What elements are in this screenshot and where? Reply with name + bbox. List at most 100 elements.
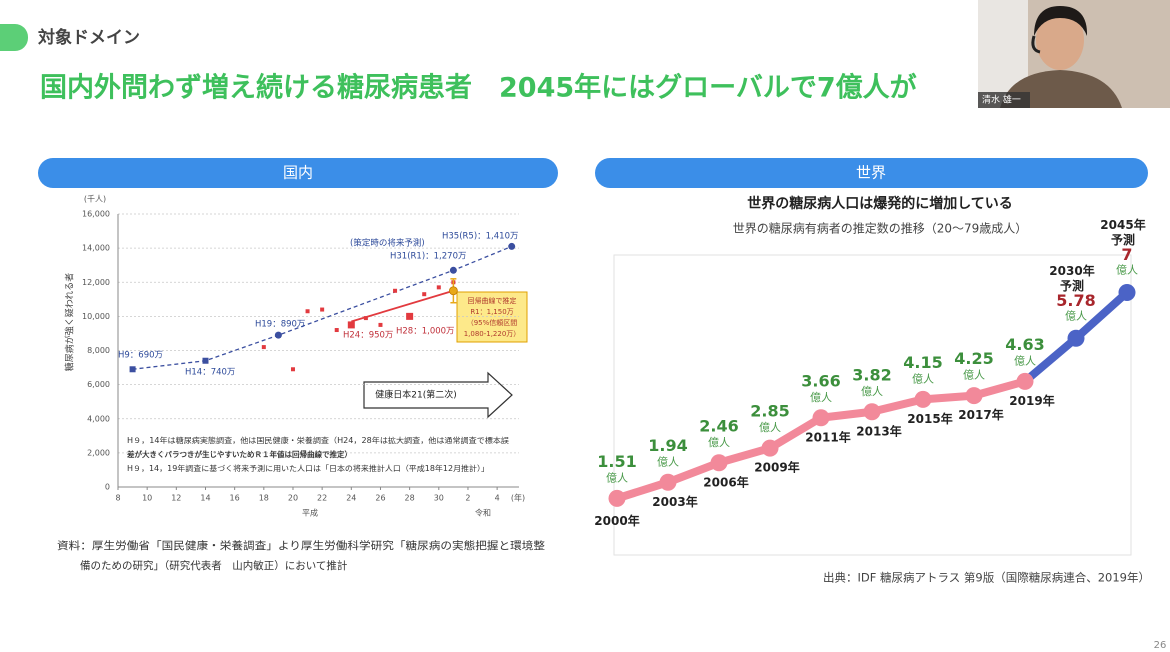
slide-title: 国内外問わず増え続ける糖尿病患者 2045年にはグローバルで7億人が xyxy=(40,72,917,104)
y-tick-label: 14,000 xyxy=(82,244,110,253)
value-label: 4.25 xyxy=(954,349,993,368)
x-tick-note: 予測 xyxy=(1060,278,1084,293)
x-tick-label: 10 xyxy=(142,494,152,503)
data-point xyxy=(1016,372,1034,390)
value-unit: 億人 xyxy=(963,369,985,382)
x-tick-label: 2003年 xyxy=(652,494,697,509)
data-point xyxy=(1118,284,1136,301)
value-unit: 億人 xyxy=(657,455,679,468)
x-tick-label: 28 xyxy=(405,494,415,503)
x-tick-label: 2030年 xyxy=(1049,263,1094,278)
data-point xyxy=(659,473,677,491)
value-label: 2.85 xyxy=(750,402,789,421)
x-tick-note: 予測 xyxy=(1111,232,1135,247)
annotation: H24：950万 xyxy=(343,331,393,341)
x-tick-label: 2 xyxy=(465,494,470,503)
chart-title: 世界の糖尿病人口は爆発的に増加している xyxy=(747,195,1013,212)
x-tick-label: 8 xyxy=(115,494,120,503)
line xyxy=(351,289,454,323)
data-point xyxy=(508,242,516,250)
value-label: 3.66 xyxy=(801,371,840,390)
era-label: 令和 xyxy=(475,508,491,518)
data-point xyxy=(710,454,728,472)
y-tick-label: 2,000 xyxy=(87,448,110,457)
x-tick-label: 26 xyxy=(375,494,385,503)
y-tick-label: 6,000 xyxy=(87,380,110,389)
value-label: 4.63 xyxy=(1005,335,1044,354)
value-label: 5.78 xyxy=(1056,291,1095,310)
x-tick-label: 22 xyxy=(317,494,327,503)
webcam: 清水 雄一 xyxy=(978,0,1170,108)
data-point xyxy=(436,285,441,290)
data-point xyxy=(965,387,983,405)
y-tick-label: 16,000 xyxy=(82,210,110,219)
annotation: (策定時の将来予測) xyxy=(350,238,425,249)
value-unit: 億人 xyxy=(759,421,781,434)
x-tick-label: 24 xyxy=(346,494,356,503)
x-tick-label: 20 xyxy=(288,494,298,503)
x-tick-label: 16 xyxy=(230,494,240,503)
note: H９，14，19年調査に基づく将来予測に用いた人口は「日本の将来推計人口（平成1… xyxy=(127,463,489,473)
plot-frame xyxy=(613,254,1132,556)
data-point xyxy=(320,307,325,312)
annotation: H19：890万 xyxy=(255,320,305,330)
source: 資料：厚生労働省「国民健康・栄養調査」より厚生労働科学研究「糖尿病の実態把握と環… xyxy=(57,539,546,552)
annotation: H31(R1)：1,270万 xyxy=(390,252,467,262)
data-point xyxy=(1067,329,1085,347)
arrow-label: 健康日本21(第二次) xyxy=(375,389,456,401)
data-point xyxy=(129,366,136,373)
panel-label: 国内 xyxy=(283,164,313,182)
panel-header xyxy=(595,158,1148,188)
section-pill xyxy=(0,24,28,51)
data-point xyxy=(449,266,457,274)
data-point xyxy=(914,390,932,408)
data-point xyxy=(761,439,779,457)
chart-subtitle: 世界の糖尿病有病者の推定数の推移（20～79歳成人） xyxy=(733,221,1028,236)
x-tick-label: 2009年 xyxy=(754,460,799,475)
x-tick-label: 2013年 xyxy=(856,423,901,438)
x-tick-label: 2045年 xyxy=(1100,217,1145,232)
value-unit: 億人 xyxy=(1014,354,1036,367)
speaker-name: 清水 雄一 xyxy=(982,94,1021,106)
arrow-box xyxy=(363,371,513,419)
annotation: H9：690万 xyxy=(118,351,163,361)
x-tick-label: 4 xyxy=(495,494,500,503)
value-unit: 億人 xyxy=(912,372,934,385)
estimate-text: 回帰曲線で推定 xyxy=(468,296,517,305)
estimate-text: （95%信頼区間 xyxy=(467,318,518,327)
value-unit: 億人 xyxy=(708,436,730,449)
panel-header xyxy=(38,158,558,188)
data-point xyxy=(363,316,368,321)
data-point xyxy=(608,489,626,507)
y-tick-label: 0 xyxy=(105,483,110,492)
x-tick-label: 2000年 xyxy=(594,513,639,528)
note: H９，14年は糖尿病実態調査，他は国民健康・栄養調査（H24，28年は拡大調査，… xyxy=(127,435,510,445)
data-point xyxy=(274,331,282,339)
section-label: 対象ドメイン xyxy=(37,27,140,48)
data-point xyxy=(378,322,383,327)
estimate-text: 1,080-1,220万） xyxy=(464,330,521,338)
value-label: 7 xyxy=(1121,245,1132,264)
y-tick-label: 10,000 xyxy=(82,312,110,321)
annotation: H14：740万 xyxy=(185,368,235,378)
source: 備のための研究」（研究代表者 山内敏正）において推計 xyxy=(80,559,348,572)
page-number: 26 xyxy=(1154,640,1167,651)
data-point xyxy=(202,357,209,364)
x-tick-label: 2015年 xyxy=(907,411,952,426)
y-tick-label: 4,000 xyxy=(87,414,110,423)
y-tick-label: 8,000 xyxy=(87,346,110,355)
note: 差が大きくバラつきが生じやすいためＲ１年値は回帰曲線で推定） xyxy=(126,449,352,459)
source: 出典：IDF 糖尿病アトラス 第9版（国際糖尿病連合、2019年） xyxy=(823,571,1150,585)
value-unit: 億人 xyxy=(1065,309,1087,322)
era-label: 平成 xyxy=(302,508,318,518)
x-unit: (年) xyxy=(511,493,525,503)
data-point xyxy=(347,321,355,329)
value-label: 4.15 xyxy=(903,353,942,372)
y-tick-label: 12,000 xyxy=(82,278,110,287)
annotation: H28：1,000万 xyxy=(396,327,455,337)
x-tick-label: 12 xyxy=(171,494,181,503)
value-unit: 億人 xyxy=(861,385,883,398)
data-point xyxy=(261,345,266,350)
